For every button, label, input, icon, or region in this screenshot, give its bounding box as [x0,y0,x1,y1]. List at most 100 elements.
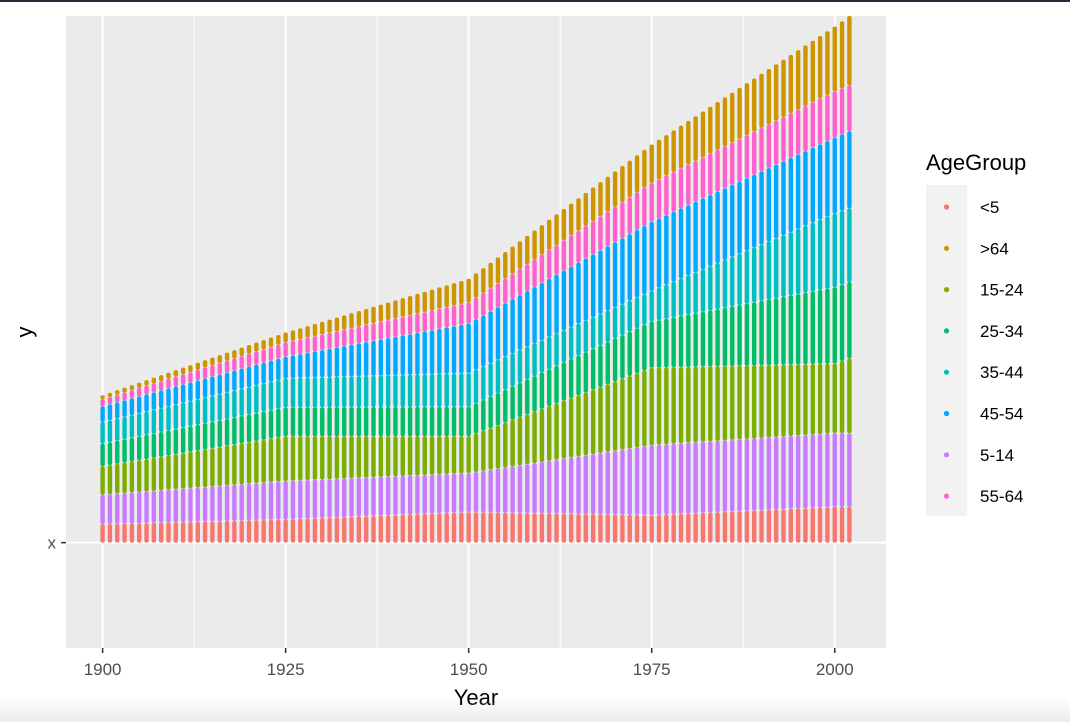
bar-segment [342,517,347,543]
bar-segment [642,149,647,188]
bar-segment [429,374,435,407]
bar-segment [268,438,274,483]
bar-segment [847,358,852,434]
bar-segment [693,116,698,161]
bar-segment [708,310,713,367]
bar-segment [283,519,288,543]
bar-segment [839,433,845,507]
bar-segment [363,436,369,478]
bar-segment [656,320,662,368]
bar-segment [781,59,786,117]
legend-title: AgeGroup [926,150,1026,175]
bar-segment [459,436,464,474]
bar-segment [363,477,369,517]
bar-segment [737,305,742,366]
bar-segment [847,85,852,132]
bar-segment [568,457,574,514]
bar-segment [539,513,545,543]
bar-segment [158,456,164,491]
bar-segment [825,94,830,142]
bar-segment [561,400,567,459]
bar-segment [700,366,706,442]
bar-segment [224,445,230,486]
bar-segment [305,337,310,353]
bar-segment [481,470,486,513]
bar-segment [107,465,113,495]
bar-segment [451,512,457,543]
bar-segment [488,428,493,470]
bar-segment [349,344,354,377]
bar-segment [568,203,574,236]
bar-segment [400,406,405,437]
bar-segment [708,512,713,543]
bar-segment [210,521,215,543]
bar-segment [100,524,105,543]
bar-segment [188,372,193,383]
bar-segment [554,459,559,514]
bar-segment [788,295,794,365]
bar-segment [232,390,237,418]
bar-segment [107,494,113,525]
bar-segment [642,370,647,447]
legend-label: <5 [980,198,999,217]
bar-segment [517,241,523,270]
bar-segment [422,374,427,407]
bar-segment [752,438,757,511]
bar-segment [730,256,735,307]
bar-segment [473,369,479,404]
bar-segment [107,420,113,443]
bar-segment [642,515,647,543]
bar-segment [290,330,296,341]
y-axis: x [48,534,66,553]
bar-segment [371,515,376,543]
bar-segment [327,319,332,333]
bar-segment [825,141,830,217]
bar-segment [356,436,362,478]
bar-segment [664,444,669,515]
bar-segment [525,513,530,543]
bar-segment [817,98,823,145]
bar-segment [210,421,215,449]
bar-segment [554,513,559,543]
bar-segment [115,390,120,395]
bar-segment [656,514,662,543]
bar-segment [759,127,764,172]
bar-segment [576,395,581,457]
bar-segment [598,182,603,217]
bar-segment [261,362,266,384]
bar-segment [525,235,530,265]
bar-segment [634,230,640,298]
bar-segment [810,102,815,148]
bar-segment [488,363,493,397]
bar-segment [795,294,801,365]
bar-segment [730,92,735,143]
bar-segment [612,242,618,308]
bar-segment [459,473,464,513]
bar-segment [305,377,310,408]
bar-segment [100,466,105,495]
bar-segment [298,407,303,437]
bar-segment [503,389,508,423]
bar-segment [173,489,179,523]
bar-segment [202,378,208,398]
bar-segment [166,455,171,490]
bar-segment [202,449,208,488]
bar-segment [583,258,589,321]
bar-segment [766,299,772,366]
bar-segment [708,153,713,195]
bar-segment [744,178,750,251]
bar-segment [137,388,142,397]
bar-segment [649,515,654,543]
bar-segment [444,327,449,374]
bar-segment [642,294,647,325]
bar-segment [327,407,332,437]
bar-segment [246,483,252,521]
bar-segment [327,479,332,518]
bar-segment [407,406,413,437]
bar-segment [634,515,640,543]
bar-segment [737,439,742,512]
bar-segment [393,375,398,407]
x-tick-label: 1925 [267,660,305,679]
bar-segment [122,400,127,417]
bar-segment [730,142,735,185]
